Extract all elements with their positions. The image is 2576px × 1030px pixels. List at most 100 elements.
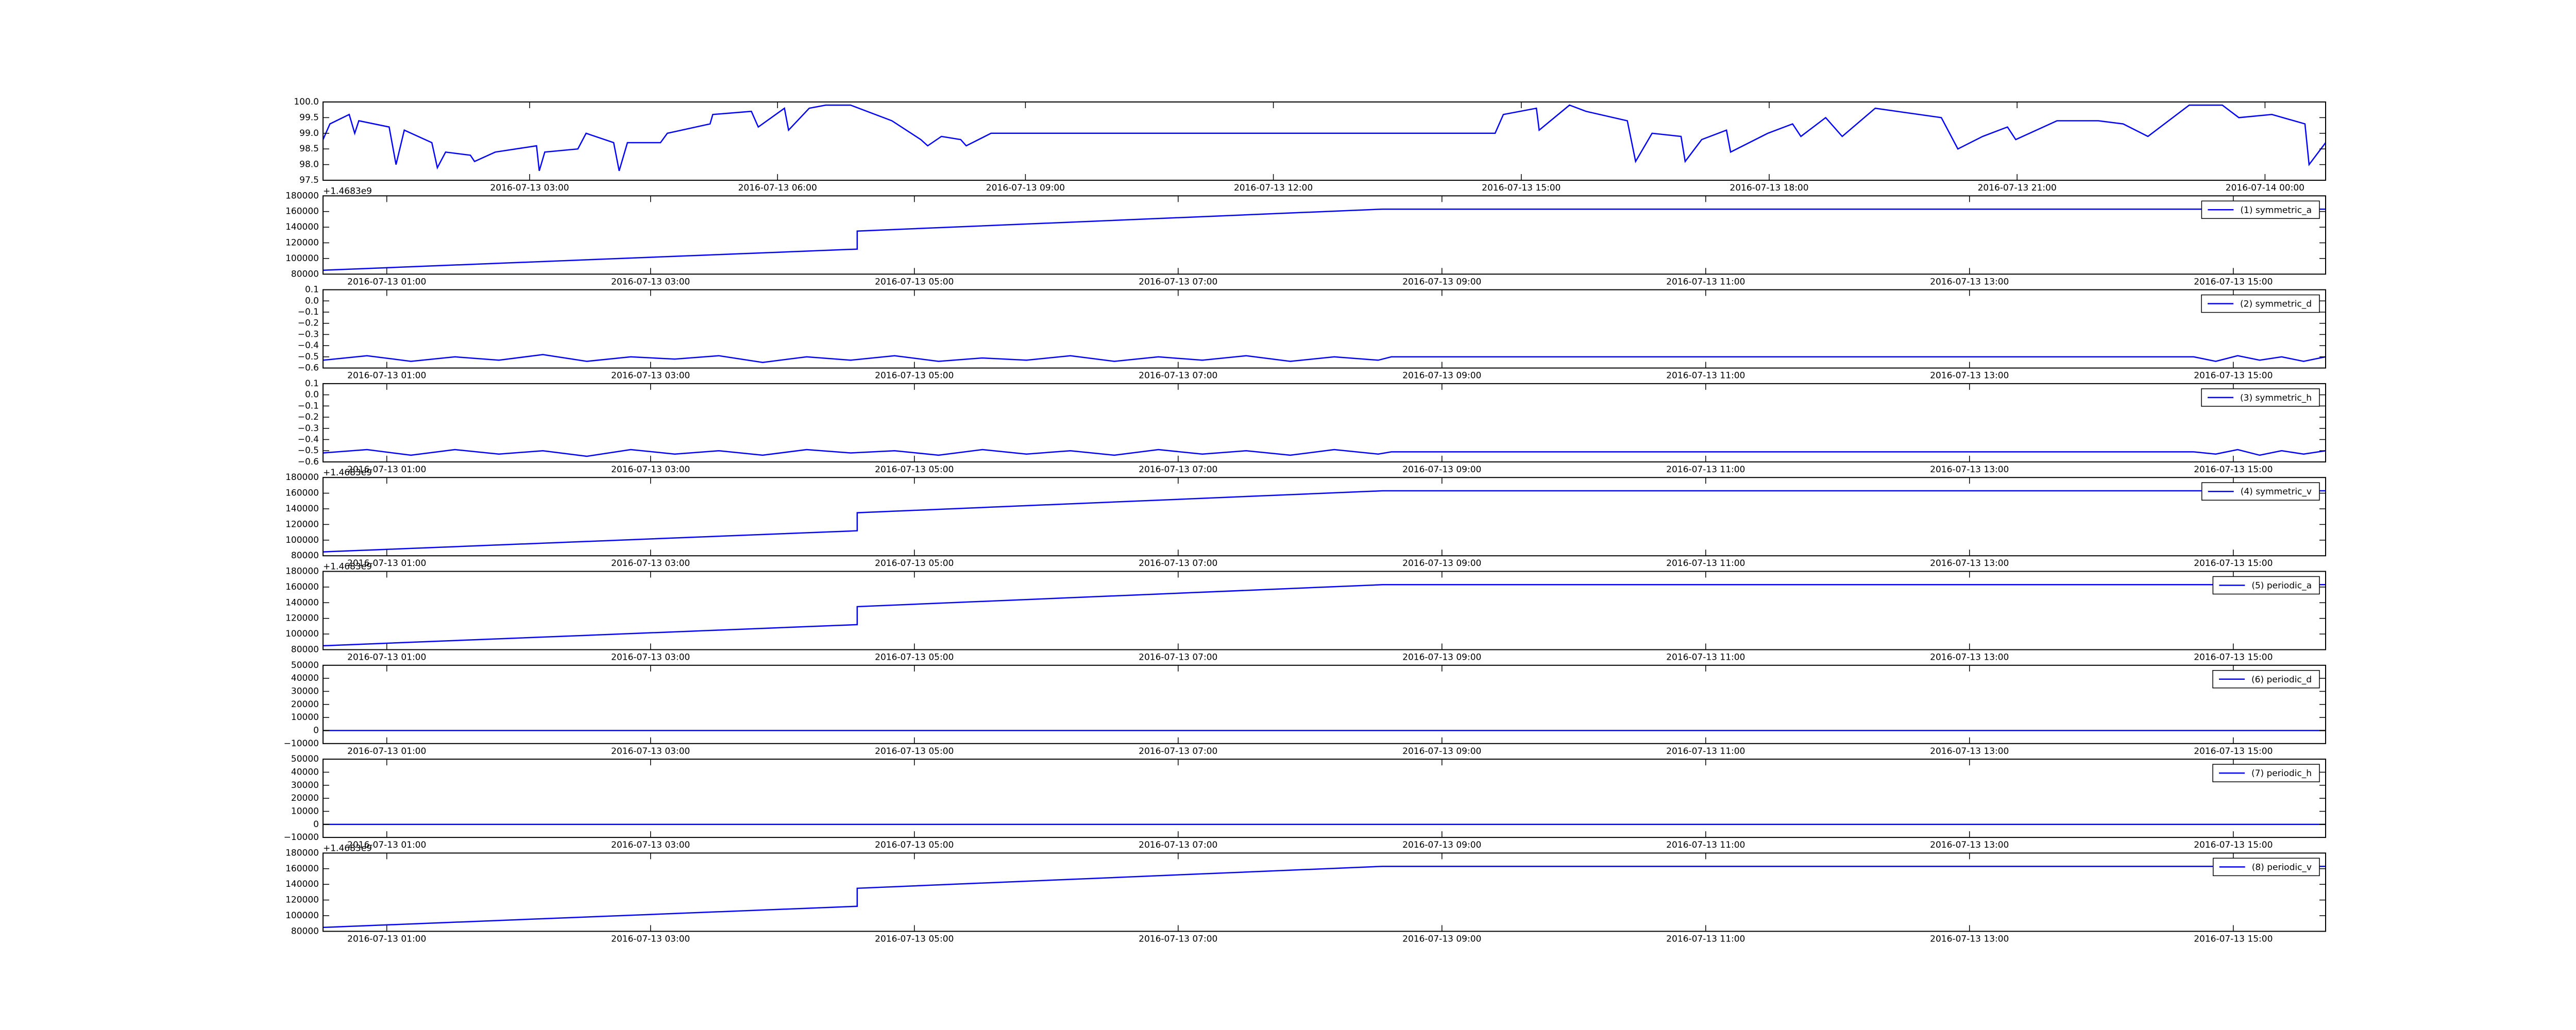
y-tick-label: −0.5 — [298, 352, 319, 362]
y-tick-label: 180000 — [285, 848, 319, 858]
x-tick-label: 2016-07-13 03:00 — [611, 465, 690, 475]
plot — [323, 208, 2326, 271]
x-tick-label: 2016-07-13 03:00 — [611, 934, 690, 944]
y-tick-label: −0.4 — [298, 340, 319, 351]
y-tick-label: −0.1 — [298, 307, 319, 317]
x-tick-label: 2016-07-13 09:00 — [1402, 653, 1481, 663]
data-line — [323, 104, 2326, 171]
data-line — [323, 490, 2326, 553]
axes-frame — [323, 195, 2326, 275]
y-tick-label: −0.3 — [298, 329, 319, 339]
x-tick-label: 2016-07-13 15:00 — [2194, 840, 2273, 850]
x-tick-label: 2016-07-13 13:00 — [1930, 934, 2009, 944]
legend: (3) symmetric_h — [2201, 388, 2320, 407]
x-tick-label: 2016-07-13 15:00 — [2194, 558, 2273, 569]
x-tick-label: 2016-07-13 01:00 — [347, 371, 426, 381]
legend: (4) symmetric_v — [2201, 482, 2320, 501]
y-tick-label: 40000 — [291, 767, 319, 777]
y-tick-label: −0.6 — [298, 363, 319, 373]
x-tick-label: 2016-07-13 07:00 — [1139, 934, 1217, 944]
x-tick-label: 2016-07-13 11:00 — [1666, 934, 1745, 944]
y-tick-label: 120000 — [285, 519, 319, 529]
offset-text: +1.4683e9 — [323, 843, 372, 853]
y-tick-label: 30000 — [291, 686, 319, 696]
data-line — [323, 354, 2326, 363]
y-tick-label: 98.5 — [299, 144, 319, 154]
x-tick-label: 2016-07-13 07:00 — [1139, 558, 1217, 569]
legend-label: (5) periodic_a — [2251, 581, 2312, 591]
y-tick-label: 100000 — [285, 535, 319, 545]
y-tick-label: 10000 — [291, 712, 319, 723]
legend-label: (6) periodic_d — [2251, 675, 2312, 685]
y-tick-label: 20000 — [291, 699, 319, 710]
y-tick-label: 99.0 — [299, 128, 319, 139]
axes-frame — [323, 664, 2326, 744]
y-tick-label: 160000 — [285, 488, 319, 499]
x-tick-label: 2016-07-13 11:00 — [1666, 653, 1745, 663]
x-tick-label: 2016-07-13 15:00 — [2194, 653, 2273, 663]
y-tick-label: −0.4 — [298, 434, 319, 444]
x-tick-label: 2016-07-13 11:00 — [1666, 840, 1745, 850]
x-tick-label: 2016-07-13 09:00 — [1402, 934, 1481, 944]
x-tick-label: 2016-07-13 01:00 — [347, 465, 426, 475]
legend: (7) periodic_h — [2212, 764, 2320, 782]
axes-frame — [323, 289, 2326, 369]
plot — [323, 865, 2326, 929]
plot — [323, 490, 2326, 553]
y-tick-label: 120000 — [285, 613, 319, 624]
x-tick-label: 2016-07-13 09:00 — [1402, 558, 1481, 569]
y-tick-label: −10000 — [284, 832, 319, 843]
y-tick-label: 120000 — [285, 895, 319, 905]
y-tick-label: 50000 — [291, 754, 319, 764]
x-tick-label: 2016-07-13 15:00 — [2194, 746, 2273, 757]
x-tick-label: 2016-07-13 21:00 — [1978, 183, 2057, 193]
axes-frame — [323, 571, 2326, 650]
x-tick-label: 2016-07-14 00:00 — [2226, 183, 2304, 193]
x-tick-label: 2016-07-13 07:00 — [1139, 653, 1217, 663]
y-tick-label: 0 — [313, 725, 319, 735]
x-tick-label: 2016-07-13 15:00 — [2194, 934, 2273, 944]
x-tick-label: 2016-07-13 03:00 — [611, 746, 690, 757]
y-tick-label: −0.2 — [298, 318, 319, 329]
axes-frame — [323, 101, 2326, 181]
y-tick-label: 80000 — [291, 551, 319, 561]
axes-frame — [323, 759, 2326, 838]
y-tick-label: −0.2 — [298, 412, 319, 422]
offset-text: +1.4683e9 — [323, 186, 372, 196]
x-tick-label: 2016-07-13 11:00 — [1666, 371, 1745, 381]
x-tick-label: 2016-07-13 05:00 — [875, 746, 954, 757]
x-tick-label: 2016-07-13 13:00 — [1930, 465, 2009, 475]
x-tick-label: 2016-07-13 15:00 — [2194, 277, 2273, 287]
y-tick-label: 0.0 — [305, 390, 319, 400]
x-tick-label: 2016-07-13 13:00 — [1930, 653, 2009, 663]
x-tick-label: 2016-07-13 11:00 — [1666, 277, 1745, 287]
data-line — [323, 449, 2326, 457]
plot — [323, 584, 2326, 647]
x-tick-label: 2016-07-13 12:00 — [1234, 183, 1313, 193]
legend-label: (8) periodic_v — [2252, 862, 2312, 872]
x-tick-label: 2016-07-13 13:00 — [1930, 746, 2009, 757]
x-tick-label: 2016-07-13 15:00 — [2194, 371, 2273, 381]
x-tick-label: 2016-07-13 11:00 — [1666, 558, 1745, 569]
y-tick-label: 140000 — [285, 222, 319, 232]
y-tick-label: 180000 — [285, 566, 319, 577]
offset-text: +1.4683e9 — [323, 468, 372, 478]
y-tick-label: 100000 — [285, 253, 319, 264]
x-tick-label: 2016-07-13 01:00 — [347, 840, 426, 850]
y-tick-label: 0.1 — [305, 285, 319, 295]
x-tick-label: 2016-07-13 05:00 — [875, 840, 954, 850]
x-tick-label: 2016-07-13 05:00 — [875, 371, 954, 381]
y-tick-label: −0.5 — [298, 445, 319, 456]
plot — [323, 449, 2326, 457]
x-tick-label: 2016-07-13 13:00 — [1930, 558, 2009, 569]
y-tick-label: 160000 — [285, 582, 319, 592]
y-tick-label: 140000 — [285, 879, 319, 889]
y-tick-label: 80000 — [291, 645, 319, 655]
legend: (8) periodic_v — [2212, 857, 2320, 877]
x-tick-label: 2016-07-13 03:00 — [611, 371, 690, 381]
x-tick-label: 2016-07-13 01:00 — [347, 558, 426, 569]
y-tick-label: 50000 — [291, 660, 319, 671]
x-tick-label: 2016-07-13 05:00 — [875, 465, 954, 475]
x-tick-label: 2016-07-13 03:00 — [490, 183, 569, 193]
y-tick-label: 97.5 — [299, 175, 319, 185]
